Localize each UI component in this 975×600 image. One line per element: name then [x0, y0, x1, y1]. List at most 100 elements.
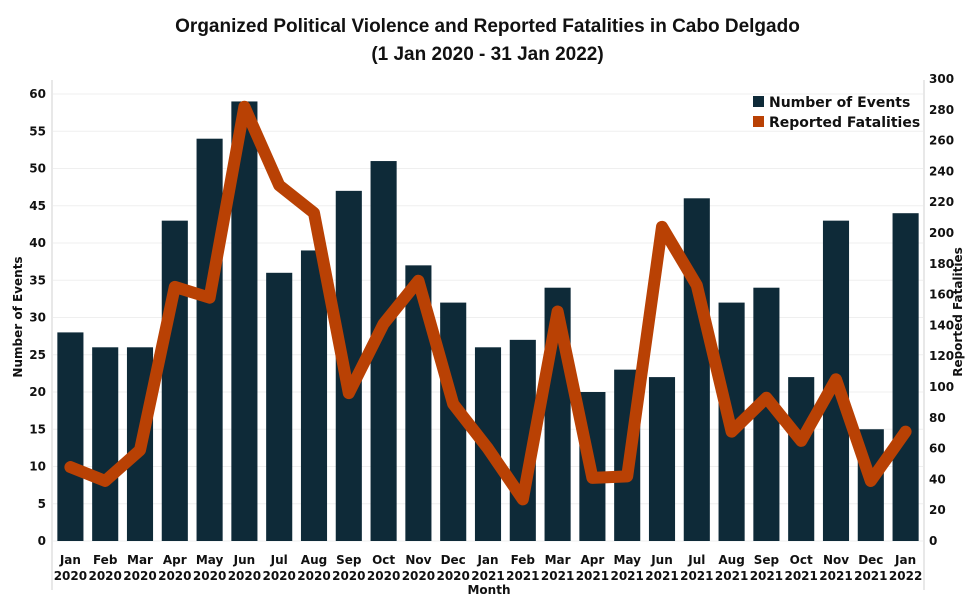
x-tick-label: Nov 2021: [819, 553, 852, 583]
x-tick-label: Oct 2021: [784, 553, 817, 583]
x-tick-label: Jan 2020: [54, 553, 87, 583]
chart-subtitle: (1 Jan 2020 - 31 Jan 2022): [371, 44, 604, 65]
x-tick-year: 2022: [889, 569, 922, 583]
x-tick-month: Feb: [93, 553, 118, 567]
y2-tick-label: 200: [929, 226, 954, 240]
legend-swatch-events: [753, 96, 764, 107]
y-tick-label: 60: [29, 87, 46, 101]
bar-events: [300, 250, 328, 541]
legend-label-fatalities: Reported Fatalities: [769, 115, 920, 131]
line-fatalities: [64, 100, 912, 506]
y-tick-label: 45: [29, 199, 46, 213]
y2-tick-label: 280: [929, 103, 954, 117]
chart-title: Organized Political Violence and Reporte…: [175, 16, 800, 37]
x-tick-year: 2021: [680, 569, 713, 583]
x-tick-month: Dec: [441, 553, 466, 567]
y2-tick-label: 60: [929, 442, 946, 456]
x-tick-label: May 2020: [193, 553, 226, 583]
x-tick-year: 2021: [541, 569, 574, 583]
bar-events: [683, 198, 710, 542]
x-tick-month: Jan: [894, 553, 916, 567]
x-tick-year: 2020: [332, 569, 365, 583]
x-tick-month: Mar: [127, 553, 153, 567]
x-tick-year: 2021: [750, 569, 783, 583]
x-tick-month: Aug: [301, 553, 327, 567]
x-tick-month: Jun: [233, 553, 256, 567]
x-tick-month: Sep: [336, 553, 362, 567]
y-tick-label: 10: [29, 460, 46, 474]
y-tick-label: 25: [29, 348, 46, 362]
x-tick-month: Oct: [372, 553, 395, 567]
x-tick-year: 2020: [88, 569, 121, 583]
x-tick-label: Feb 2020: [88, 553, 121, 583]
x-tick-label: Aug 2021: [715, 553, 748, 583]
bar-events: [266, 272, 293, 541]
bar-events: [196, 138, 223, 541]
x-tick-label: Jul 2020: [262, 553, 295, 583]
x-tick-label: Sep 2020: [332, 553, 365, 583]
x-tick-label: Jul 2021: [680, 553, 713, 583]
x-tick-year: 2021: [576, 569, 609, 583]
legend: Number of Events Reported Fatalities: [753, 95, 920, 131]
x-tick-label: Dec 2021: [854, 553, 887, 583]
y-axis-label: Number of Events: [11, 256, 25, 377]
y2-tick-label: 120: [929, 349, 954, 363]
bar-events: [161, 220, 188, 541]
x-tick-year: 2021: [854, 569, 887, 583]
y-tick-label: 55: [29, 124, 46, 138]
x-tick-label: Apr 2021: [576, 553, 609, 583]
x-tick-year: 2020: [54, 569, 87, 583]
y-tick-label: 50: [29, 162, 46, 176]
x-tick-year: 2021: [715, 569, 748, 583]
y-tick-label: 5: [38, 497, 46, 511]
y-tick-label: 0: [38, 534, 46, 548]
y2-tick-label: 100: [929, 380, 954, 394]
x-tick-label: Sep 2021: [750, 553, 783, 583]
bar-events: [57, 332, 84, 541]
y2-tick-label: 80: [929, 411, 946, 425]
y2-axis-label: Reported Fatalities: [951, 247, 965, 377]
x-tick-month: Apr: [581, 553, 605, 567]
x-tick-month: Jun: [650, 553, 673, 567]
y2-tick-label: 180: [929, 257, 954, 271]
y-tick-label: 35: [29, 273, 46, 287]
x-tick-month: Nov: [823, 553, 849, 567]
x-tick-month: Aug: [718, 553, 744, 567]
x-tick-year: 2020: [228, 569, 261, 583]
y2-tick-label: 0: [929, 534, 937, 548]
x-tick-year: 2020: [436, 569, 469, 583]
x-tick-month: Feb: [511, 553, 536, 567]
x-tick-year: 2021: [819, 569, 852, 583]
x-tick-label: Aug 2020: [297, 553, 330, 583]
y-tick-label: 40: [29, 236, 46, 250]
y2-tick-label: 260: [929, 134, 954, 148]
x-tick-label: Jun 2020: [228, 553, 261, 583]
bar-events: [788, 377, 815, 541]
y2-tick-label: 220: [929, 195, 954, 209]
x-tick-month: May: [196, 553, 224, 567]
x-tick-year: 2021: [506, 569, 539, 583]
x-tick-month: May: [613, 553, 641, 567]
x-tick-month: Dec: [858, 553, 883, 567]
x-tick-year: 2020: [193, 569, 226, 583]
x-tick-year: 2020: [262, 569, 295, 583]
bar-events: [892, 213, 919, 541]
y2-tick-label: 140: [929, 318, 954, 332]
x-axis-label: Month: [467, 583, 510, 597]
x-tick-month: Jan: [59, 553, 81, 567]
x-tick-year: 2021: [471, 569, 504, 583]
y-tick-label: 30: [29, 311, 46, 325]
x-tick-label: May 2021: [610, 553, 643, 583]
y2-tick-label: 240: [929, 164, 954, 178]
x-tick-label: Apr 2020: [158, 553, 191, 583]
x-tick-label: Mar 2021: [541, 553, 574, 583]
x-tick-month: Apr: [163, 553, 187, 567]
x-tick-month: Mar: [545, 553, 571, 567]
x-tick-year: 2020: [297, 569, 330, 583]
y2-tick-label: 160: [929, 288, 954, 302]
y2-tick-label: 300: [929, 72, 954, 86]
legend-label-events: Number of Events: [769, 95, 910, 111]
x-tick-label: Dec 2020: [436, 553, 469, 583]
x-tick-label: Feb 2021: [506, 553, 539, 583]
